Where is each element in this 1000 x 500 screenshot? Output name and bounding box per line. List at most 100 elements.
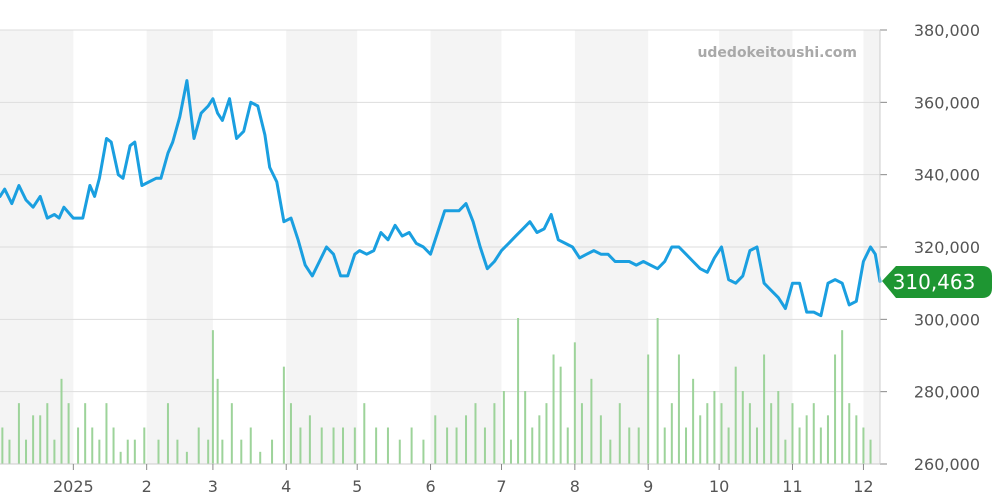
x-tick-label: 5 [352,477,362,496]
volume-bar [826,415,829,464]
x-tick-label: 3 [208,477,218,496]
y-tick-label: 260,000 [914,455,980,474]
volume-bar [834,354,837,464]
volume-bar [493,403,496,464]
volume-bar [342,427,345,464]
volume-bar [25,439,28,464]
volume-bar [332,427,335,464]
x-tick-label: 6 [425,477,435,496]
x-tick-label: 11 [782,477,802,496]
watermark-text: udedokeitoushi.com [697,45,857,61]
volume-bar [720,403,723,464]
x-axis-ticks: 2025 2 3 4 5 6 7 8 9 10 11 12 [0,30,881,496]
volume-bar [60,378,63,464]
volume-bar [566,427,569,464]
volume-bar [259,451,262,464]
y-tick-label: 280,000 [914,383,980,402]
y-tick-label: 320,000 [914,238,980,257]
volume-bar [663,427,666,464]
volume-bar [509,439,512,464]
volume-bar [386,427,389,464]
volume-bar [474,403,477,464]
volume-bar [685,427,688,464]
volume-bar [282,366,285,464]
volume-bar [375,427,378,464]
volume-bar [353,427,356,464]
volume-bar [211,330,214,464]
volume-bar [798,427,801,464]
volume-bar [777,391,780,464]
volume-bar [32,415,35,464]
volume-bar [855,415,858,464]
x-tick-label: 10 [709,477,729,496]
volume-bar [112,427,115,464]
volume-bar [559,366,562,464]
volume-bar [8,439,11,464]
volume-bar [784,439,787,464]
volume-bar [289,403,292,464]
volume-bar [185,451,188,464]
x-tick-label: 7 [496,477,506,496]
volume-bar [410,427,413,464]
volume-bar [502,391,505,464]
volume-bar [98,439,101,464]
volume-bar [422,439,425,464]
volume-bar [320,427,323,464]
volume-bar [618,403,621,464]
y-tick-label: 380,000 [914,21,980,40]
y-tick-label: 360,000 [914,93,980,112]
volume-bar [221,439,224,464]
volume-bar [77,427,80,464]
volume-bars [1,318,872,464]
volume-bar [434,415,437,464]
volume-bar [573,342,576,464]
volume-bar [637,427,640,464]
volume-bar [105,403,108,464]
volume-bar [176,439,179,464]
x-tick-label: 4 [281,477,291,496]
volume-bar [363,403,366,464]
volume-bar [53,439,56,464]
volume-bar [17,403,20,464]
volume-bar [656,318,659,464]
volume-bar [271,439,274,464]
volume-bar [727,427,730,464]
volume-bar [133,439,136,464]
volume-bar [819,427,822,464]
current-price-badge: 310,463 [882,266,992,298]
x-tick-label: 9 [643,477,653,496]
volume-bar [299,427,302,464]
x-tick-label: 2025 [53,477,94,496]
volume-bar [609,439,612,464]
volume-bar [862,427,865,464]
volume-bar [483,427,486,464]
volume-bar [791,403,794,464]
volume-bar [166,403,169,464]
volume-bar [599,415,602,464]
volume-bar [240,439,243,464]
volume-bar [465,415,468,464]
volume-bar [126,439,129,464]
volume-bar [699,415,702,464]
volume-bar [524,391,527,464]
volume-bar [455,427,458,464]
volume-bar [1,427,4,464]
volume-bar [805,415,808,464]
volume-bar [308,415,311,464]
current-price-badge-shape [882,266,992,298]
volume-bar [677,354,680,464]
volume-bar [67,403,70,464]
volume-bar [517,318,520,464]
x-tick-label: 8 [570,477,580,496]
volume-bar [848,403,851,464]
volume-bar [119,451,122,464]
volume-bar [552,354,555,464]
volume-bar [763,354,766,464]
price-line [0,79,882,318]
y-axis-ticks: 260,000 280,000 300,000 320,000 340,000 360,0… [880,21,980,474]
volume-bar [869,439,872,464]
volume-bar [770,403,773,464]
volume-bar [446,427,449,464]
volume-bar [91,427,94,464]
